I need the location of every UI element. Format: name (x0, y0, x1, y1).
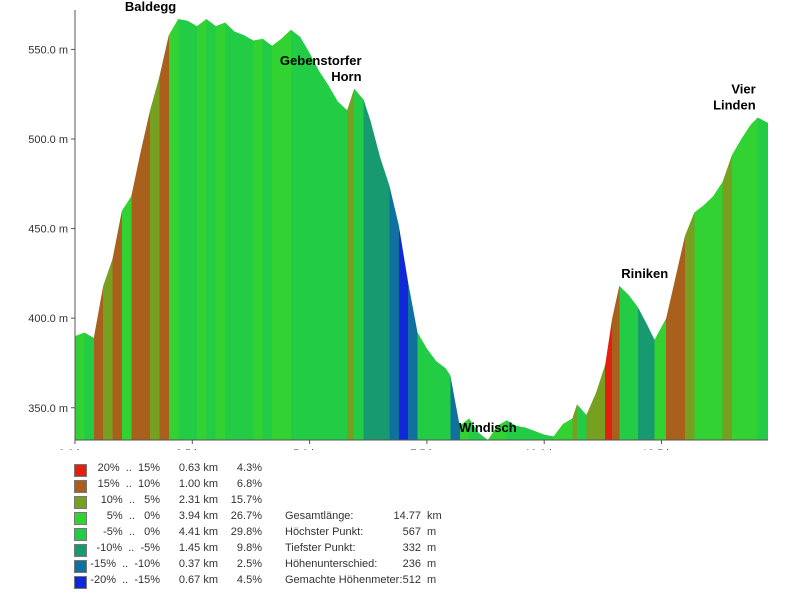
profile-area-layer (75, 19, 768, 440)
legend-distance: 3.94 km (178, 510, 218, 522)
legend-distance: 1.00 km (178, 478, 218, 490)
stat-value: 332 (402, 542, 421, 554)
legend-swatch (74, 512, 87, 525)
legend-row: -5% .. 0% 4.41 km 29.8% (72, 526, 322, 542)
legend-range: 5% .. 0% (106, 510, 160, 522)
legend-range: 10% .. 5% (100, 494, 160, 506)
elevation-chart: 350.0 m 400.0 m 450.0 m 500.0 m 550.0 m 0.0 k… (28, 0, 768, 450)
x-tick-label: 10.0 km (525, 448, 564, 450)
stat-unit: km (427, 510, 442, 522)
legend-range: -15% .. -10% (90, 558, 160, 570)
stat-label: Gemachte Höhenmeter: (285, 574, 403, 586)
peak-label: Riniken (621, 266, 668, 281)
legend-row: 20% .. 15% 0.63 km 4.3% (72, 462, 322, 478)
legend-swatch (74, 480, 87, 493)
peak-label-line: Vier (731, 82, 755, 97)
stat-label: Tiefster Punkt: (285, 542, 356, 554)
legend-swatch (74, 544, 87, 557)
legend-percent: 4.3% (236, 462, 262, 474)
legend-percent: 2.5% (236, 558, 262, 570)
peak-label-line: Windisch (459, 420, 517, 435)
stat-row: Höchster Punkt: 567 m (285, 526, 455, 542)
peak-label: Vier Linden (713, 82, 756, 113)
x-tick-label: 0.0 km (58, 448, 91, 450)
stat-row: Tiefster Punkt: 332 m (285, 542, 455, 558)
legend-distance: 4.41 km (178, 526, 218, 538)
gradient-legend: 20% .. 15% 0.63 km 4.3% 15% .. 10% 1.00 km 6.… (72, 462, 322, 590)
peak-labels: Baldegg Gebenstorfer Horn Windisch Riniken Vi… (125, 0, 756, 435)
y-tick-label: 400.0 m (28, 313, 68, 325)
route-stats: Gesamtlänge: 14.77 km Höchster Punkt: 567 m Ti… (285, 510, 455, 590)
legend-percent: 26.7% (230, 510, 262, 522)
peak-label-line: Horn (331, 69, 361, 84)
stat-unit: m (427, 526, 437, 538)
y-tick-label: 350.0 m (28, 403, 68, 415)
legend-row: 15% .. 10% 1.00 km 6.8% (72, 478, 322, 494)
legend-percent: 9.8% (236, 542, 262, 554)
peak-label-line: Riniken (621, 266, 668, 281)
y-tick-label: 500.0 m (28, 134, 68, 146)
legend-range: 20% .. 15% (97, 462, 160, 474)
x-tick-label: 5.0 km (293, 448, 326, 450)
legend-row: 5% .. 0% 3.94 km 26.7% (72, 510, 322, 526)
stat-value: 512 (402, 574, 421, 586)
peak-label-line: Linden (713, 98, 756, 113)
legend-percent: 29.8% (230, 526, 262, 538)
legend-swatch (74, 560, 87, 573)
stat-unit: m (427, 542, 437, 554)
legend-percent: 6.8% (236, 478, 262, 490)
legend-distance: 0.37 km (178, 558, 218, 570)
stat-label: Höchster Punkt: (285, 526, 364, 538)
legend-distance: 2.31 km (178, 494, 218, 506)
x-tick-label: 12.5 km (642, 448, 681, 450)
legend-distance: 0.67 km (178, 574, 218, 586)
legend-swatch (74, 464, 87, 477)
stat-unit: m (427, 574, 437, 586)
stat-value: 567 (402, 526, 421, 538)
elevation-profile-area (75, 19, 768, 440)
axes: 350.0 m 400.0 m 450.0 m 500.0 m 550.0 m 0.0 k… (28, 10, 768, 450)
y-tick-label: 450.0 m (28, 224, 68, 236)
legend-distance: 1.45 km (178, 542, 218, 554)
legend-range: -10% .. -5% (96, 542, 160, 554)
legend-row: -20% .. -15% 0.67 km 4.5% (72, 574, 322, 590)
stat-label: Höhenunterschied: (285, 558, 378, 570)
legend-range: -20% .. -15% (90, 574, 160, 586)
peak-label: Baldegg (125, 0, 176, 14)
legend-swatch (74, 576, 87, 589)
legend-row: -10% .. -5% 1.45 km 9.8% (72, 542, 322, 558)
x-tick-label: 2.5 km (176, 448, 209, 450)
legend-range: 15% .. 10% (97, 478, 160, 490)
stat-label: Gesamtlänge: (285, 510, 354, 522)
stat-row: Gesamtlänge: 14.77 km (285, 510, 455, 526)
stat-value: 14.77 (393, 510, 421, 522)
legend-percent: 15.7% (230, 494, 262, 506)
peak-label-line: Gebenstorfer (280, 53, 362, 68)
x-tick-label: 7.5 km (410, 448, 443, 450)
legend-row: 10% .. 5% 2.31 km 15.7% (72, 494, 322, 510)
legend-percent: 4.5% (236, 574, 262, 586)
stat-unit: m (427, 558, 437, 570)
legend-swatch (74, 528, 87, 541)
stat-value: 236 (402, 558, 421, 570)
peak-label: Gebenstorfer Horn (280, 53, 362, 84)
legend-distance: 0.63 km (178, 462, 218, 474)
peak-label-line: Baldegg (125, 0, 176, 14)
y-tick-label: 550.0 m (28, 44, 68, 56)
legend-row: -15% .. -10% 0.37 km 2.5% (72, 558, 322, 574)
legend-swatch (74, 496, 87, 509)
legend-range: -5% .. 0% (103, 526, 160, 538)
stat-row: Höhenunterschied: 236 m (285, 558, 455, 574)
stat-row: Gemachte Höhenmeter: 512 m (285, 574, 455, 590)
peak-label: Windisch (459, 420, 517, 435)
